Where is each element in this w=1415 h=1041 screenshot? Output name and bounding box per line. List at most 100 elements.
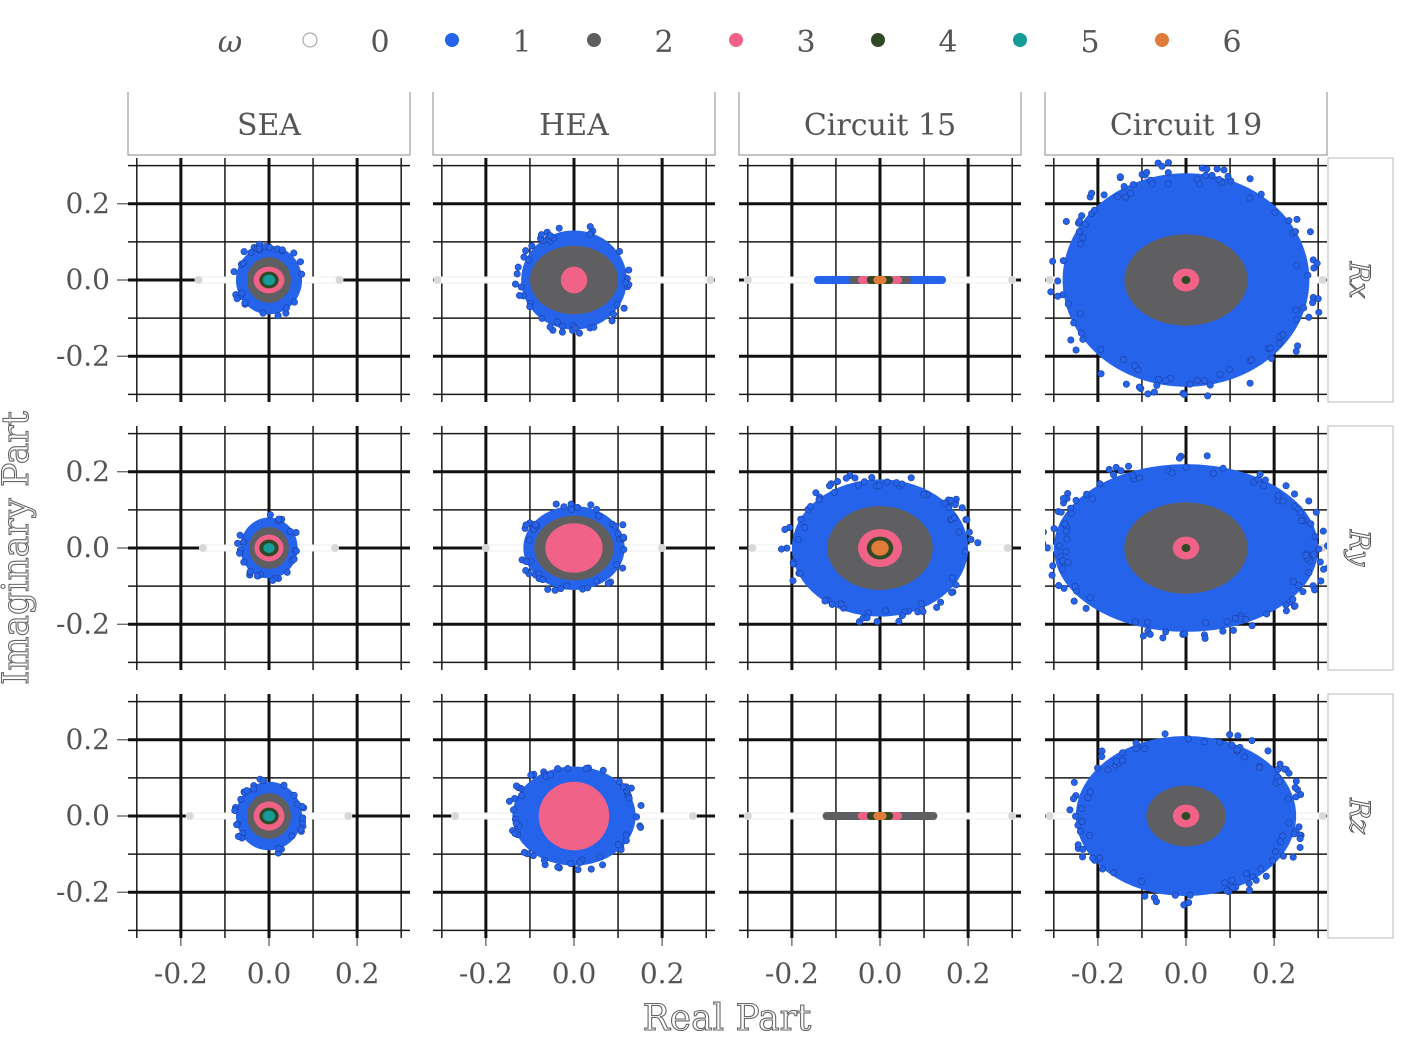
outlier-point — [1098, 753, 1106, 761]
outlier-point — [560, 503, 568, 511]
legend: ω 0 1 2 3 4 5 6 — [218, 25, 1242, 60]
outlier-point — [571, 324, 579, 332]
outlier-point — [1252, 876, 1260, 884]
column-strip-frame — [1044, 92, 1328, 156]
outlier-point — [622, 831, 630, 839]
outlier-point — [1225, 365, 1233, 373]
outlier-point — [1171, 891, 1179, 899]
outlier-point — [633, 813, 641, 821]
outlier-point — [1256, 470, 1264, 478]
series-omega-3-cloud — [560, 266, 588, 294]
legend-label-1: 1 — [512, 25, 531, 60]
outlier-point — [951, 501, 959, 509]
outlier-point — [1049, 562, 1057, 570]
outlier-point — [1299, 588, 1307, 596]
outlier-point — [546, 323, 554, 331]
panel-Rz-circuit-19 — [1045, 694, 1327, 938]
outlier-point — [1261, 476, 1269, 484]
outlier-point — [952, 581, 960, 589]
outlier-point — [1063, 535, 1071, 543]
outlier-point — [1271, 848, 1279, 856]
outlier-point — [837, 600, 845, 608]
outlier-point — [539, 576, 547, 584]
outlier-point — [1067, 509, 1075, 517]
x-tick-label: 0.2 — [640, 957, 685, 990]
outlier-point — [1306, 228, 1314, 236]
outlier-point — [1267, 354, 1275, 362]
outlier-point — [1305, 313, 1313, 321]
outlier-point — [907, 474, 915, 482]
outlier-point — [1131, 361, 1139, 369]
series-omega-4-cloud — [1181, 812, 1191, 820]
column-strip-frame — [738, 92, 1022, 156]
panels — [128, 158, 1327, 938]
series-omega-3-cloud — [545, 523, 603, 573]
outlier-point — [574, 503, 582, 511]
outlier-point — [564, 765, 572, 773]
panel-points — [451, 764, 697, 874]
series-omega-6-cloud — [871, 540, 889, 556]
outlier-point — [269, 576, 277, 584]
outlier-point — [1162, 377, 1170, 385]
outlier-point — [590, 323, 598, 331]
x-tick-label: 0.2 — [335, 957, 380, 990]
y-tick-label: -0.2 — [56, 607, 110, 640]
outlier-point — [1228, 876, 1236, 884]
outlier-point — [1264, 747, 1272, 755]
outlier-point — [1110, 471, 1118, 479]
outlier-point — [522, 247, 530, 255]
outlier-point — [1296, 509, 1304, 517]
outlier-point — [546, 232, 554, 240]
outlier-point — [1152, 898, 1160, 906]
y-tick-label: 0.0 — [65, 263, 110, 296]
column-strips: SEA HEA Circuit 15 Circuit 19 — [127, 92, 1328, 156]
panel-points — [198, 511, 340, 584]
legend-swatch-2 — [587, 33, 601, 47]
row-strip-frame — [1327, 157, 1394, 403]
outlier-point — [505, 797, 513, 805]
column-strip-label: HEA — [539, 108, 609, 143]
outlier-point — [1135, 383, 1143, 391]
y-tick-label: 0.2 — [65, 723, 110, 756]
outlier-point — [963, 516, 971, 524]
outlier-point — [1200, 738, 1208, 746]
outlier-point — [1074, 841, 1082, 849]
outlier-point — [1223, 887, 1231, 895]
outlier-point — [620, 533, 628, 541]
panel-points — [743, 276, 1017, 284]
outlier-point — [1234, 732, 1242, 740]
row-strip-frame — [1327, 693, 1394, 939]
outlier-point — [1144, 619, 1152, 627]
outlier-point — [625, 794, 633, 802]
outlier-point — [512, 782, 520, 790]
omega-0-end-point — [743, 276, 752, 284]
outlier-point — [614, 530, 622, 538]
panel-points — [743, 812, 1017, 820]
outlier-point — [1117, 467, 1125, 475]
outlier-point — [1089, 854, 1097, 862]
panel-points — [481, 500, 667, 594]
outlier-point — [1088, 189, 1096, 197]
outlier-point — [1045, 544, 1051, 552]
y-tick-label: -0.2 — [56, 875, 110, 908]
outlier-point — [883, 478, 891, 486]
outlier-point — [1233, 746, 1241, 754]
outlier-point — [794, 535, 802, 543]
outlier-point — [1223, 618, 1231, 626]
outlier-point — [1290, 830, 1298, 838]
outlier-point — [1094, 764, 1102, 772]
outlier-point — [236, 549, 244, 557]
outlier-point — [1070, 597, 1078, 605]
outlier-point — [286, 528, 294, 536]
outlier-point — [282, 304, 290, 312]
outlier-point — [1228, 741, 1236, 749]
outlier-point — [582, 764, 590, 772]
outlier-point — [604, 579, 612, 587]
legend-swatch-6 — [1155, 33, 1169, 47]
panel-points — [1045, 452, 1327, 642]
outlier-point — [1203, 165, 1211, 173]
outlier-point — [525, 256, 533, 264]
outlier-point — [1315, 545, 1323, 553]
outlier-point — [595, 512, 603, 520]
